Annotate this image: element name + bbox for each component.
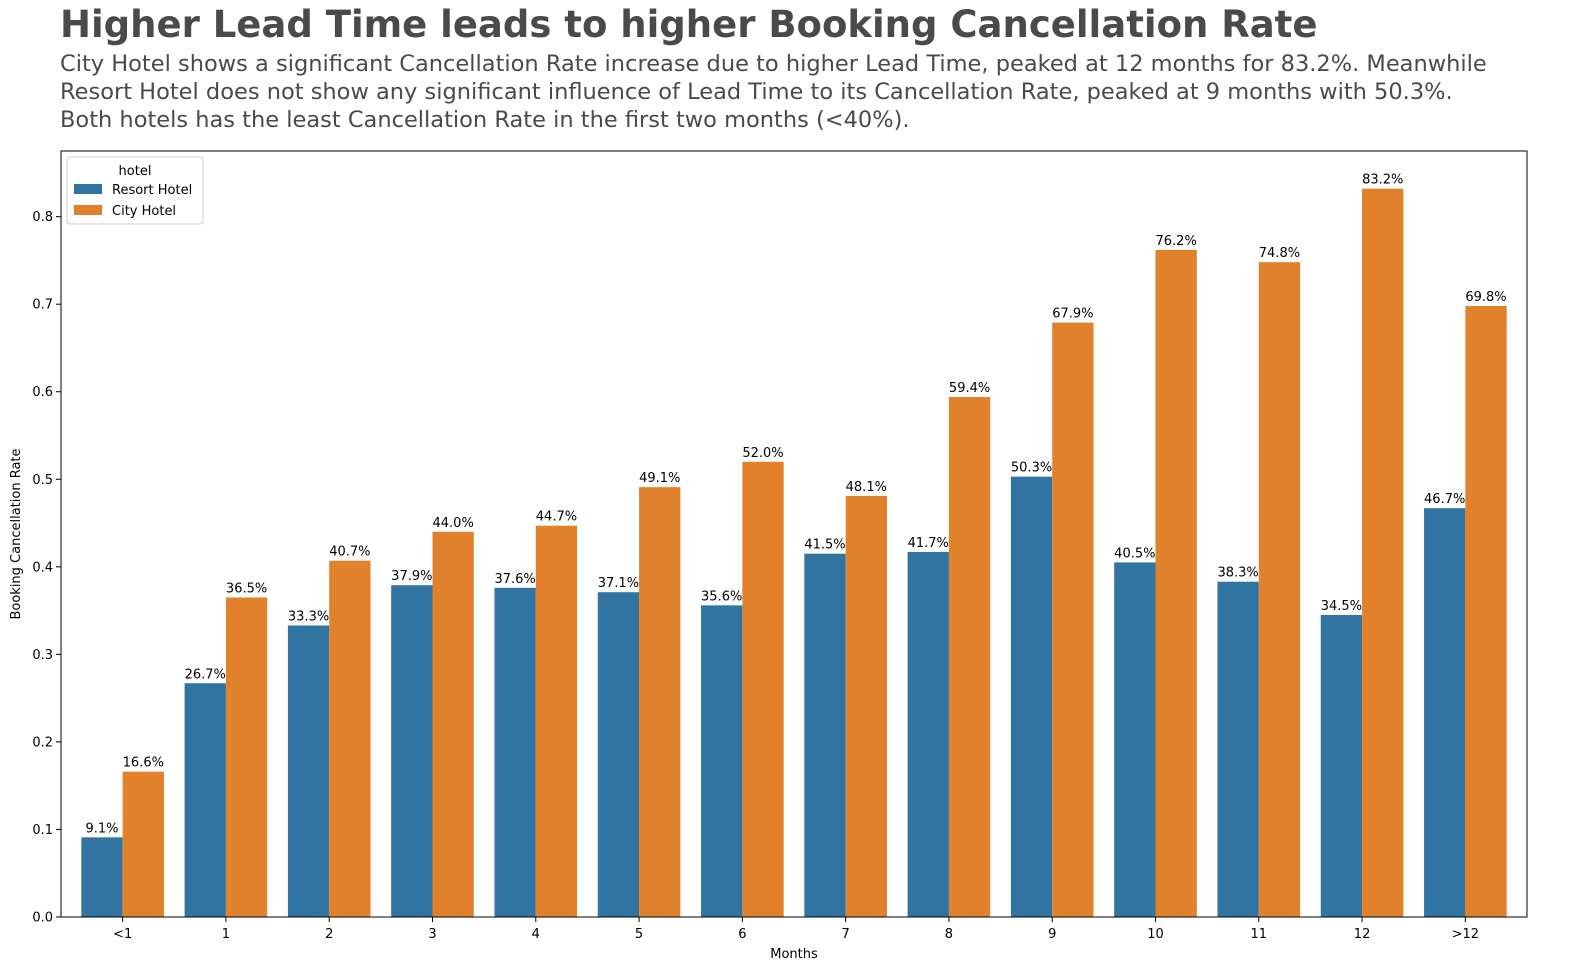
bar-labels-layer: 9.1% 26.7% 33.3% 37.9% 37.6% 37.1% 35.6% 41.5% 4… — [85, 173, 1506, 837]
x-tick-label: 10 — [1147, 927, 1164, 942]
bar-value-label: 49.1% — [639, 471, 680, 486]
legend-swatch-resort — [74, 184, 102, 194]
bar-resort-hotel — [391, 585, 433, 917]
bar-resort-hotel — [494, 587, 536, 917]
bar-value-label: 44.0% — [433, 516, 474, 531]
x-tick-label: 1 — [222, 927, 230, 942]
bar-value-label: 50.3% — [1011, 461, 1052, 476]
x-tick-label: 12 — [1354, 927, 1371, 942]
x-tick-label: <1 — [113, 927, 132, 942]
subtitle-line-3: Both hotels has the least Cancellation R… — [60, 107, 910, 133]
x-tick-label: 3 — [428, 927, 436, 942]
y-tick-label: 0.5 — [32, 473, 53, 488]
bar-city-hotel — [742, 461, 784, 917]
bars-layer — [81, 188, 1507, 918]
y-tick-label: 0.7 — [32, 298, 53, 313]
y-tick-label: 0.2 — [32, 735, 53, 750]
x-axis: <1 1 2 3 4 5 6 7 8 9 10 11 12 >12 — [113, 917, 1479, 942]
bar-resort-hotel — [907, 551, 949, 917]
bar-city-hotel — [1465, 305, 1507, 917]
bar-value-label: 40.5% — [1114, 546, 1155, 561]
subtitle-line-2: Resort Hotel does not show any significa… — [60, 79, 1453, 105]
bar-city-hotel — [225, 597, 268, 917]
bar-value-label: 59.4% — [949, 381, 990, 396]
y-tick-label: 0.6 — [32, 385, 53, 400]
bar-city-hotel — [845, 495, 887, 917]
x-tick-label: 8 — [945, 927, 953, 942]
bar-city-hotel — [329, 560, 371, 917]
bar-city-hotel — [1155, 249, 1197, 917]
bar-value-label: 46.7% — [1424, 492, 1465, 507]
y-axis-label: Booking Cancellation Rate — [9, 448, 24, 619]
bar-value-label: 41.5% — [804, 538, 845, 553]
bar-city-hotel — [535, 525, 578, 917]
bar-resort-hotel — [1114, 562, 1156, 917]
bar-resort-hotel — [804, 553, 846, 917]
bar-resort-hotel — [184, 683, 226, 917]
chart-subtitle: City Hotel shows a significant Cancellat… — [60, 50, 1487, 134]
bar-resort-hotel — [1320, 614, 1363, 917]
chart-title: Higher Lead Time leads to higher Booking… — [60, 3, 1318, 46]
bar-value-label: 67.9% — [1052, 307, 1093, 322]
bar-value-label: 38.3% — [1217, 566, 1258, 581]
bar-value-label: 40.7% — [329, 545, 370, 560]
y-tick-label: 0.8 — [32, 210, 53, 225]
bar-value-label: 16.6% — [123, 756, 164, 771]
bar-value-label: 34.5% — [1321, 599, 1362, 614]
bar-value-label: 35.6% — [701, 589, 742, 604]
bar-resort-hotel — [597, 592, 640, 917]
y-tick-label: 0.3 — [32, 648, 53, 663]
x-tick-label: 9 — [1048, 927, 1056, 942]
legend: hotel Resort Hotel City Hotel — [66, 156, 204, 225]
bar-city-hotel — [639, 487, 681, 917]
bar-resort-hotel — [1424, 508, 1466, 917]
bar-value-label: 41.7% — [908, 536, 949, 551]
bar-resort-hotel — [701, 605, 743, 917]
bar-resort-hotel — [287, 625, 330, 917]
bar-city-hotel — [1362, 188, 1404, 917]
bar-city-hotel — [948, 396, 991, 917]
bar-value-label: 36.5% — [226, 581, 267, 596]
bar-resort-hotel — [1217, 581, 1259, 917]
bar-city-hotel — [1258, 262, 1301, 917]
bar-value-label: 37.1% — [598, 576, 639, 591]
x-tick-label: 7 — [842, 927, 850, 942]
legend-title: hotel — [119, 164, 152, 179]
bar-city-hotel — [1052, 322, 1094, 918]
y-tick-label: 0.4 — [32, 560, 53, 575]
bar-value-label: 44.7% — [536, 510, 577, 525]
bar-value-label: 9.1% — [85, 821, 118, 836]
legend-label-resort: Resort Hotel — [112, 183, 192, 198]
bar-value-label: 33.3% — [288, 609, 329, 624]
x-tick-label: 2 — [325, 927, 333, 942]
y-tick-label: 0.1 — [32, 823, 53, 838]
bar-value-label: 69.8% — [1465, 290, 1506, 305]
x-axis-label: Months — [770, 947, 818, 962]
bar-value-label: 37.6% — [494, 572, 535, 587]
bar-value-label: 74.8% — [1259, 246, 1300, 261]
bar-city-hotel — [432, 531, 474, 917]
legend-label-city: City Hotel — [112, 204, 176, 219]
bar-city-hotel — [122, 771, 164, 917]
x-tick-label: 11 — [1251, 927, 1268, 942]
x-tick-label: >12 — [1452, 927, 1479, 942]
plot-frame — [60, 150, 1528, 918]
bar-resort-hotel — [81, 837, 123, 917]
bar-value-label: 48.1% — [846, 480, 887, 495]
x-tick-label: 5 — [635, 927, 643, 942]
bar-value-label: 52.0% — [742, 446, 783, 461]
x-tick-label: 4 — [532, 927, 540, 942]
y-axis: 0.0 0.1 0.2 0.3 0.4 0.5 0.6 0.7 0.8 — [32, 210, 61, 926]
bar-value-label: 26.7% — [185, 667, 226, 682]
bar-value-label: 37.9% — [391, 569, 432, 584]
bar-resort-hotel — [1010, 476, 1053, 917]
bar-value-label: 83.2% — [1362, 173, 1403, 188]
legend-swatch-city — [74, 205, 102, 215]
subtitle-line-1: City Hotel shows a significant Cancellat… — [60, 51, 1487, 77]
bar-value-label: 76.2% — [1156, 234, 1197, 249]
y-tick-label: 0.0 — [32, 911, 53, 926]
x-tick-label: 6 — [738, 927, 746, 942]
